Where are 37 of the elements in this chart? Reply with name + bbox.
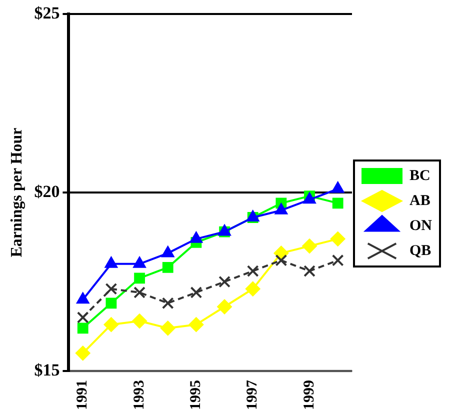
point xyxy=(275,254,288,266)
point xyxy=(217,299,232,314)
y-tick-label: $25 xyxy=(34,3,60,22)
x-tick-label: 1993 xyxy=(131,380,148,410)
point xyxy=(245,281,260,296)
x-tick-label: 1999 xyxy=(301,380,318,410)
point xyxy=(105,282,118,295)
point xyxy=(218,276,230,288)
x-tick-label: 1997 xyxy=(244,380,261,410)
point xyxy=(77,322,88,334)
point xyxy=(106,298,117,309)
point xyxy=(104,317,119,332)
point xyxy=(190,286,202,298)
point xyxy=(332,198,344,209)
point xyxy=(75,346,90,361)
y-tick-label: $15 xyxy=(34,360,60,380)
x-tick-label: 1995 xyxy=(188,380,204,410)
point xyxy=(160,320,176,336)
point xyxy=(162,262,174,273)
point xyxy=(162,297,174,310)
legend-label: AB xyxy=(410,192,430,209)
point xyxy=(134,272,145,284)
point xyxy=(188,317,204,332)
y-axis-title: Earnings per Hour xyxy=(8,128,26,258)
point xyxy=(134,286,146,298)
point xyxy=(246,265,259,277)
point xyxy=(332,254,344,266)
point xyxy=(304,265,316,277)
y-tick-label: $20 xyxy=(34,182,60,201)
legend-label: BC xyxy=(410,168,430,184)
point xyxy=(302,238,318,254)
x-tick-label: 1991 xyxy=(74,380,91,410)
legend-label: QB xyxy=(410,242,432,259)
legend-label: ON xyxy=(410,218,432,234)
point xyxy=(132,314,148,329)
point xyxy=(76,312,89,324)
point xyxy=(330,231,346,246)
